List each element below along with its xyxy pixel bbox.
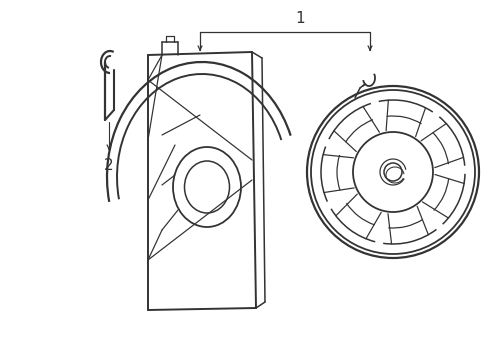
Text: 1: 1 xyxy=(295,11,304,26)
Text: 2: 2 xyxy=(104,158,114,173)
